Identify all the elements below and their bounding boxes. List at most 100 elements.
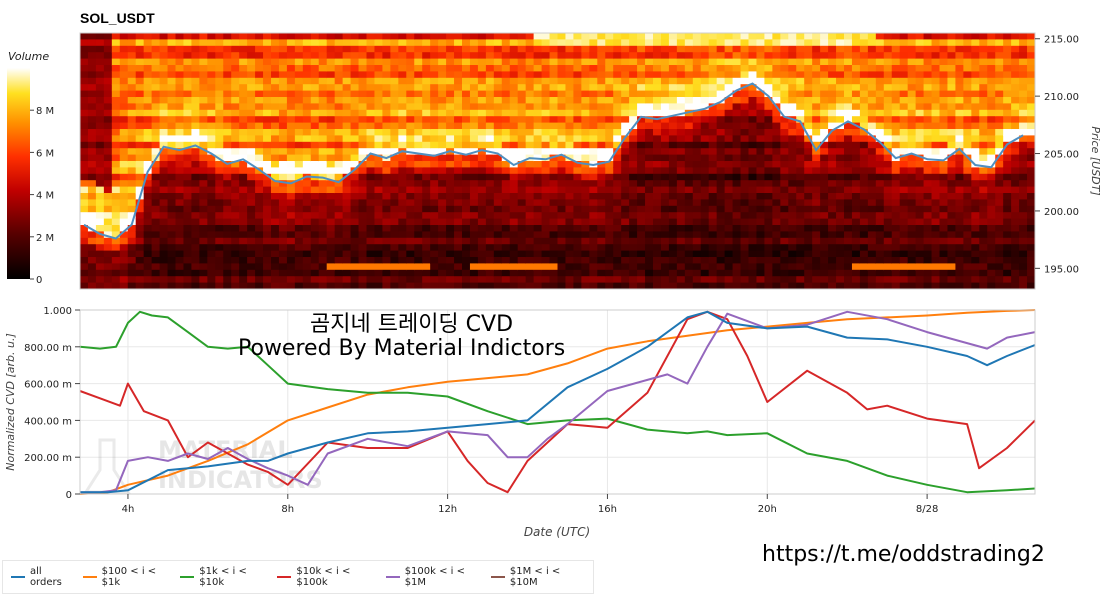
heatmap-cell [406,122,415,130]
heatmap-cell [207,173,216,181]
heatmap-cell [645,167,654,175]
legend-item[interactable]: $1M < i < $10M [490,566,581,588]
heatmap-cell [509,45,519,53]
heatmap-cell [971,33,980,40]
heatmap-cell [692,97,702,104]
heatmap-cell [955,193,964,200]
heatmap-cell [80,218,89,226]
heatmap-cell [995,199,1004,207]
heatmap-cell [454,109,463,117]
heatmap-cell [621,122,630,130]
heatmap-cell [374,58,384,66]
legend-item[interactable]: $100 < i < $1k [82,566,169,588]
heatmap-cell [660,231,670,239]
heatmap-cell [533,33,543,40]
heatmap-cell [820,167,829,175]
heatmap-cell [676,225,686,232]
heatmap-cell [533,109,543,117]
heatmap-cell [414,65,423,72]
heatmap-cell [700,199,710,207]
heatmap-cell [390,244,399,252]
heatmap-cell [462,77,471,85]
heatmap-cell [772,276,781,284]
heatmap-cell [931,135,941,143]
heatmap-cell [87,122,97,130]
heatmap-cell [812,193,821,200]
heatmap-cell [613,282,622,289]
legend-item[interactable]: all orders [11,566,71,588]
heatmap-cell [629,58,638,66]
heatmap-cell [422,180,431,188]
heatmap-cell [621,58,630,66]
legend-item[interactable]: $100k < i < $1M [385,566,479,588]
heatmap-cell [199,231,208,239]
heatmap-cell [597,276,606,284]
heatmap-cell [923,205,933,213]
heatmap-cell [764,45,773,53]
heatmap-cell [804,90,813,98]
heatmap-cell [891,45,901,53]
heatmap-cell [891,148,901,156]
heatmap-cell [740,173,750,181]
heatmap-cell [175,39,185,47]
heatmap-cell [565,180,575,188]
heatmap-cell [804,218,813,226]
heatmap-cell [215,141,224,149]
heatmap-cell [979,58,988,66]
heatmap-cell [263,250,272,258]
heatmap-cell [501,244,511,252]
heatmap-cell [700,269,710,277]
heatmap-cell [565,282,575,289]
heatmap-cell [597,244,606,252]
heatmap-cell [859,103,869,111]
heatmap-cell [708,225,718,232]
heatmap-cell [239,231,248,239]
telegram-link[interactable]: https://t.me/oddstrading2 [762,542,1045,567]
heatmap-cell [589,225,598,232]
heatmap-cell [867,225,877,232]
heatmap-cell [247,33,256,40]
heatmap-cell [589,90,598,98]
legend-item[interactable]: $10k < i < $100k [277,566,373,588]
heatmap-cell [358,90,368,98]
heatmap-cell [955,116,964,124]
heatmap-cell [780,218,789,226]
heatmap-cell [350,33,360,40]
heatmap-cell [708,218,718,226]
heatmap-cell [247,205,256,213]
heatmap-cell [660,71,670,79]
heatmap-cell [645,84,654,92]
heatmap-cell [812,39,821,47]
heatmap-cell [215,109,224,117]
heatmap-cell [971,180,980,188]
heatmap-cell [366,218,376,226]
heatmap-cell [191,148,200,156]
heatmap-cell [716,269,726,277]
heatmap-cell [111,97,121,104]
heatmap-cell [915,135,925,143]
heatmap-cell [859,173,869,181]
heatmap-cell [1027,33,1035,40]
heatmap-cell [828,161,837,168]
heatmap-cell [95,161,105,168]
heatmap-cell [851,250,861,258]
heatmap-cell [915,141,925,149]
heatmap-cell [1027,97,1035,104]
heatmap-cell [350,148,360,156]
heatmap-cell [987,129,996,136]
heatmap-cell [422,231,431,239]
heatmap-cell [525,161,535,168]
heatmap-cell [764,282,773,289]
heatmap-cell [581,129,590,136]
heatmap-cell [939,109,949,117]
heatmap-cell [414,225,423,232]
heatmap-cell [342,250,352,258]
legend-item[interactable]: $1k < i < $10k [180,566,265,588]
heatmap-cell [334,65,344,72]
heatmap-cell [939,52,949,60]
heatmap-cell [668,97,678,104]
heatmap-cell [828,237,837,245]
heatmap-cell [660,205,670,213]
heatmap-cell [1027,141,1035,149]
heatmap-cell [653,276,662,284]
